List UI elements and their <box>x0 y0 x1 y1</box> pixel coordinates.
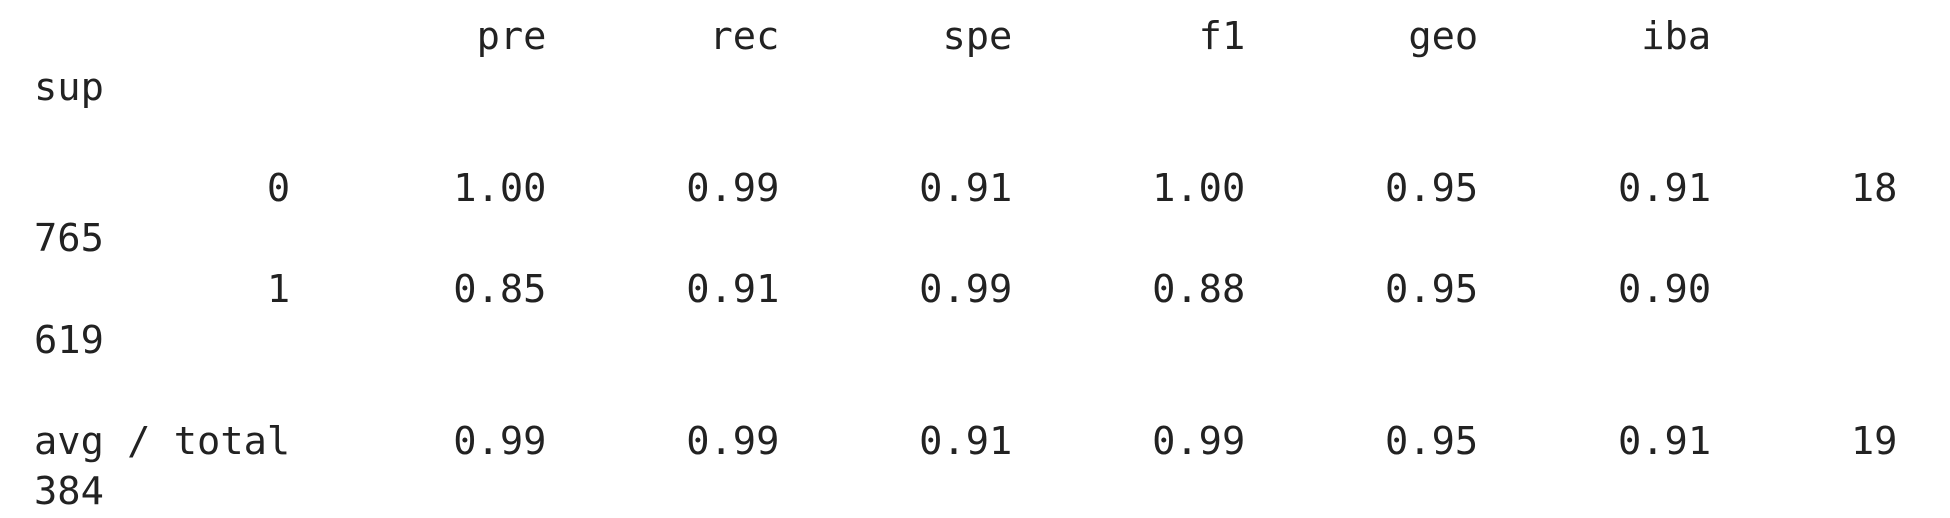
pad <box>1245 419 1385 464</box>
column-header: sup <box>34 64 104 110</box>
cell-value: 0.95 <box>1385 266 1479 312</box>
pad <box>1711 419 1851 464</box>
cell-value: 0.90 <box>1617 266 1712 312</box>
pad <box>1478 166 1618 211</box>
cell-value: 0.95 <box>1385 165 1479 211</box>
column-header: f1 <box>1198 14 1246 59</box>
cell-value: 0.95 <box>1385 418 1479 464</box>
cell-value: 0.99 <box>919 266 1013 312</box>
pad <box>1245 14 1408 59</box>
pad <box>290 419 453 464</box>
pad <box>1012 166 1152 211</box>
pad <box>290 166 453 211</box>
cell-value: 0.91 <box>919 418 1013 464</box>
pad <box>1711 166 1851 211</box>
cell-value: 0.99 <box>453 418 547 464</box>
cell-value: 0.85 <box>453 266 547 312</box>
cell-value: 0.99 <box>686 418 780 464</box>
cell-value: 0.91 <box>686 266 780 312</box>
cell-value: 619 <box>34 317 104 363</box>
cell-value: 1.00 <box>1152 165 1246 211</box>
pad <box>1012 14 1198 59</box>
pad <box>1478 419 1618 464</box>
pad <box>779 419 919 464</box>
pad <box>1711 14 1897 59</box>
pad <box>546 14 709 59</box>
cell-value: 18765 <box>34 165 1898 262</box>
pad <box>779 14 942 59</box>
cell-value: 0.99 <box>686 165 780 211</box>
pad <box>290 14 476 59</box>
pad <box>34 166 267 211</box>
pad <box>34 14 290 59</box>
cell-value: 0.91 <box>1617 418 1712 464</box>
pad <box>1245 166 1385 211</box>
pad <box>1478 267 1618 312</box>
column-header: iba <box>1641 14 1712 59</box>
pad <box>546 419 686 464</box>
pad <box>1478 14 1641 59</box>
row-label: 1 <box>266 266 291 312</box>
pad <box>1711 267 1897 312</box>
row-label: avg / total <box>34 418 291 464</box>
pad <box>1245 267 1385 312</box>
column-header: spe <box>942 14 1013 59</box>
cell-value: 0.99 <box>1152 418 1246 464</box>
pad <box>1012 267 1152 312</box>
column-header: rec <box>709 14 780 59</box>
cell-value: 0.91 <box>1617 165 1712 211</box>
pad <box>779 166 919 211</box>
page: pre rec spe f1 geo iba sup 0 1.00 0.99 0… <box>34 14 1898 515</box>
pad <box>546 267 686 312</box>
pad <box>290 267 453 312</box>
pad <box>34 267 267 312</box>
cell-value: 0.91 <box>919 165 1013 211</box>
pad <box>546 166 686 211</box>
pad <box>1012 419 1152 464</box>
cell-value: 0.88 <box>1152 266 1246 312</box>
column-header: geo <box>1408 14 1479 59</box>
cell-value: 1.00 <box>453 165 547 211</box>
column-header: pre <box>476 14 547 59</box>
row-label: 0 <box>266 165 291 211</box>
pad <box>779 267 919 312</box>
